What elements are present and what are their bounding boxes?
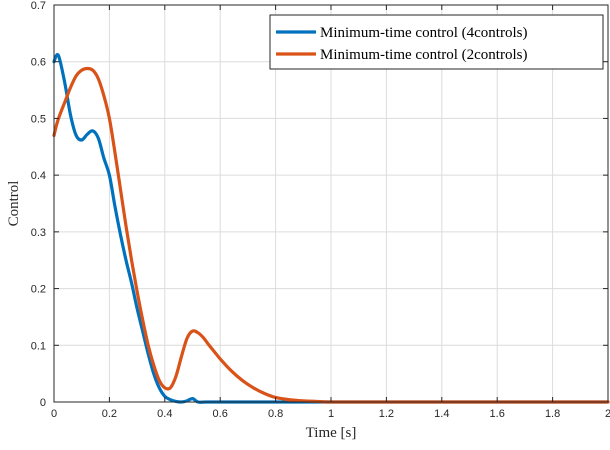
x-tick-label: 1.6	[490, 408, 505, 420]
x-tick-label: 1.8	[545, 408, 560, 420]
legend-label-2controls: Minimum-time control (2controls)	[320, 47, 527, 63]
series-line-2controls	[52, 66, 610, 404]
legend-box	[269, 14, 604, 70]
y-tick-label: 0.1	[31, 340, 46, 352]
x-tick-label: 0	[51, 408, 57, 420]
x-tick-label: 1	[328, 408, 334, 420]
x-tick-label: 0.8	[268, 408, 283, 420]
x-tick-label: 2	[605, 408, 610, 420]
x-axis-label: Time [s]	[306, 425, 357, 441]
x-tick-label: 0.6	[213, 408, 228, 420]
x-tick-label: 0.4	[157, 408, 172, 420]
x-tick-label: 1.2	[379, 408, 394, 420]
x-tick-label: 1.4	[434, 408, 449, 420]
x-ticks: 0 0.2 0.4 0.6 0.8 1 1.2 1.4 1.6 1.8 2	[51, 5, 610, 420]
grid	[54, 5, 608, 402]
y-tick-label: 0.3	[31, 227, 46, 239]
y-tick-label: 0.5	[31, 113, 46, 125]
y-tick-label: 0.6	[31, 57, 46, 69]
legend: Minimum-time control (4controls) Minimum…	[269, 14, 604, 70]
y-tick-label: 0.2	[31, 284, 46, 296]
legend-label-4controls: Minimum-time control (4controls)	[320, 25, 527, 41]
y-tick-label: 0.7	[31, 0, 46, 12]
y-tick-label: 0	[40, 397, 46, 409]
y-axis-label: Control	[6, 181, 22, 227]
y-ticks: 0 0.1 0.2 0.3 0.4 0.5 0.6 0.7	[31, 0, 608, 409]
y-tick-label: 0.4	[31, 170, 46, 182]
x-tick-label: 0.2	[102, 408, 117, 420]
